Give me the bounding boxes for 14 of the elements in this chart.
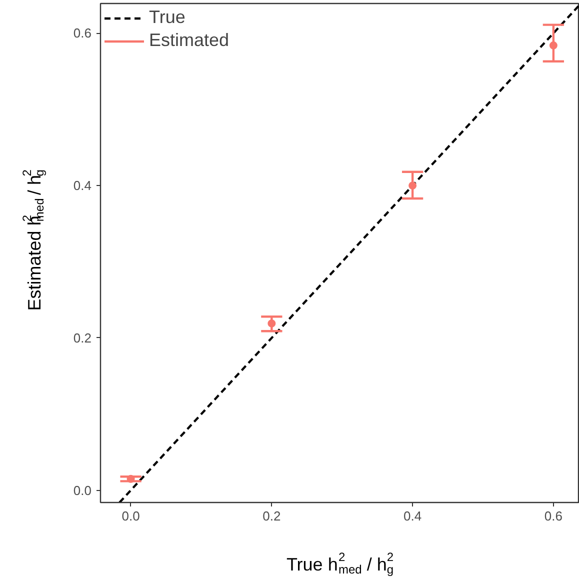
x-tick-label: 0.4 [404,508,422,524]
point [408,182,417,190]
x-tick-label: 0.6 [544,508,562,524]
x-tick-label: 0.2 [262,508,281,524]
point [549,41,558,50]
point [268,319,276,328]
y-tick-label: 0.2 [73,330,92,346]
y-tick-label: 0.6 [73,26,92,41]
y-tick-label: 0.4 [73,178,92,194]
legend-label: Estimated [149,30,230,51]
legend-label: True [149,7,186,28]
y-tick-label: 0.0 [73,482,92,498]
x-tick-label: 0.0 [122,508,140,524]
point [126,474,135,483]
